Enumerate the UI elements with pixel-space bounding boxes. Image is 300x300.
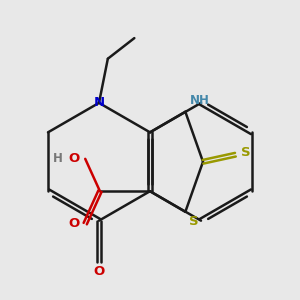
Text: O: O xyxy=(93,265,105,278)
Text: N: N xyxy=(93,96,105,110)
Text: S: S xyxy=(190,215,199,228)
Text: O: O xyxy=(68,152,79,165)
Text: H: H xyxy=(53,152,63,165)
Text: O: O xyxy=(68,217,79,230)
Text: S: S xyxy=(241,146,251,159)
Text: NH: NH xyxy=(190,94,209,107)
